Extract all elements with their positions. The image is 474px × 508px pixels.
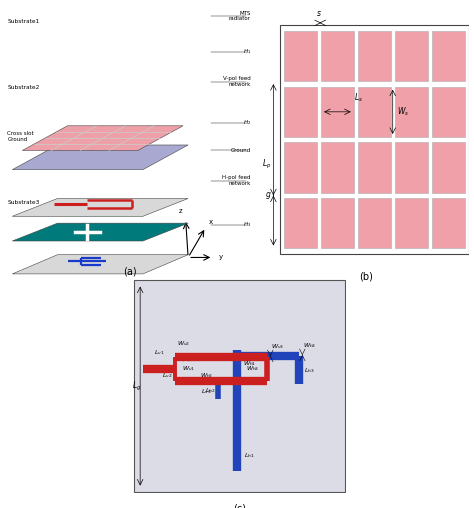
Text: $s$: $s$ [316,9,322,18]
Polygon shape [12,255,188,274]
Bar [284,31,317,81]
Text: Cross slot
Ground: Cross slot Ground [7,132,34,142]
Text: $H_2$: $H_2$ [243,118,251,128]
Text: y: y [219,255,223,261]
Text: $H_1$: $H_1$ [243,47,251,56]
Text: $L_{v3}$: $L_{v3}$ [201,387,211,396]
Bar [280,25,469,254]
Text: V-pol feed
network: V-pol feed network [223,77,251,87]
Text: $L_{h1}$: $L_{h1}$ [244,451,254,460]
Bar [321,142,354,193]
Text: MTS
radiator: MTS radiator [229,11,251,21]
Bar [432,198,465,248]
Text: (a): (a) [124,267,137,277]
Text: $L_g$: $L_g$ [132,379,141,393]
Text: $W_{v2}$: $W_{v2}$ [177,339,191,348]
Text: $W_{h1}$: $W_{h1}$ [243,359,256,368]
Text: (b): (b) [359,272,373,282]
Text: $L_{h2}$: $L_{h2}$ [205,386,216,395]
Text: $W_{v1}$: $W_{v1}$ [182,365,195,373]
Text: $W_{v3}$: $W_{v3}$ [272,342,284,351]
Text: H-pol feed
network: H-pol feed network [222,175,251,186]
Bar [358,198,391,248]
Text: $L_{v2}$: $L_{v2}$ [162,371,172,380]
Bar [321,198,354,248]
Bar [321,31,354,81]
Text: Substrate3: Substrate3 [7,200,40,205]
Text: $W_{h2}$: $W_{h2}$ [201,371,214,379]
Bar [284,198,317,248]
Bar [284,142,317,193]
Bar [432,142,465,193]
Bar [395,87,428,137]
Polygon shape [12,145,188,170]
Text: x: x [209,219,213,225]
Text: $W_s$: $W_s$ [397,106,409,118]
Text: $H_3$: $H_3$ [243,220,251,229]
Text: $g$: $g$ [265,190,271,201]
Bar [395,198,428,248]
Bar [395,142,428,193]
Text: z: z [179,208,182,214]
Bar [358,142,391,193]
Bar [284,87,317,137]
Text: $W_{h3}$: $W_{h3}$ [246,365,259,373]
Text: $L_p$: $L_p$ [262,158,271,171]
Text: $L_{v1}$: $L_{v1}$ [154,348,164,357]
Text: Ground: Ground [231,148,251,153]
Text: $L_{h3}$: $L_{h3}$ [304,366,315,374]
Text: $L_s$: $L_s$ [354,92,363,104]
Text: Substrate2: Substrate2 [7,85,40,90]
Bar [395,31,428,81]
Bar [321,87,354,137]
Bar [358,87,391,137]
Text: Substrate1: Substrate1 [7,19,39,24]
Polygon shape [22,126,183,150]
Polygon shape [12,199,188,216]
Text: $W_{h3}$: $W_{h3}$ [303,341,317,350]
Polygon shape [12,223,188,241]
Text: (c): (c) [233,503,246,508]
Bar [358,31,391,81]
Bar [432,87,465,137]
Bar [432,31,465,81]
